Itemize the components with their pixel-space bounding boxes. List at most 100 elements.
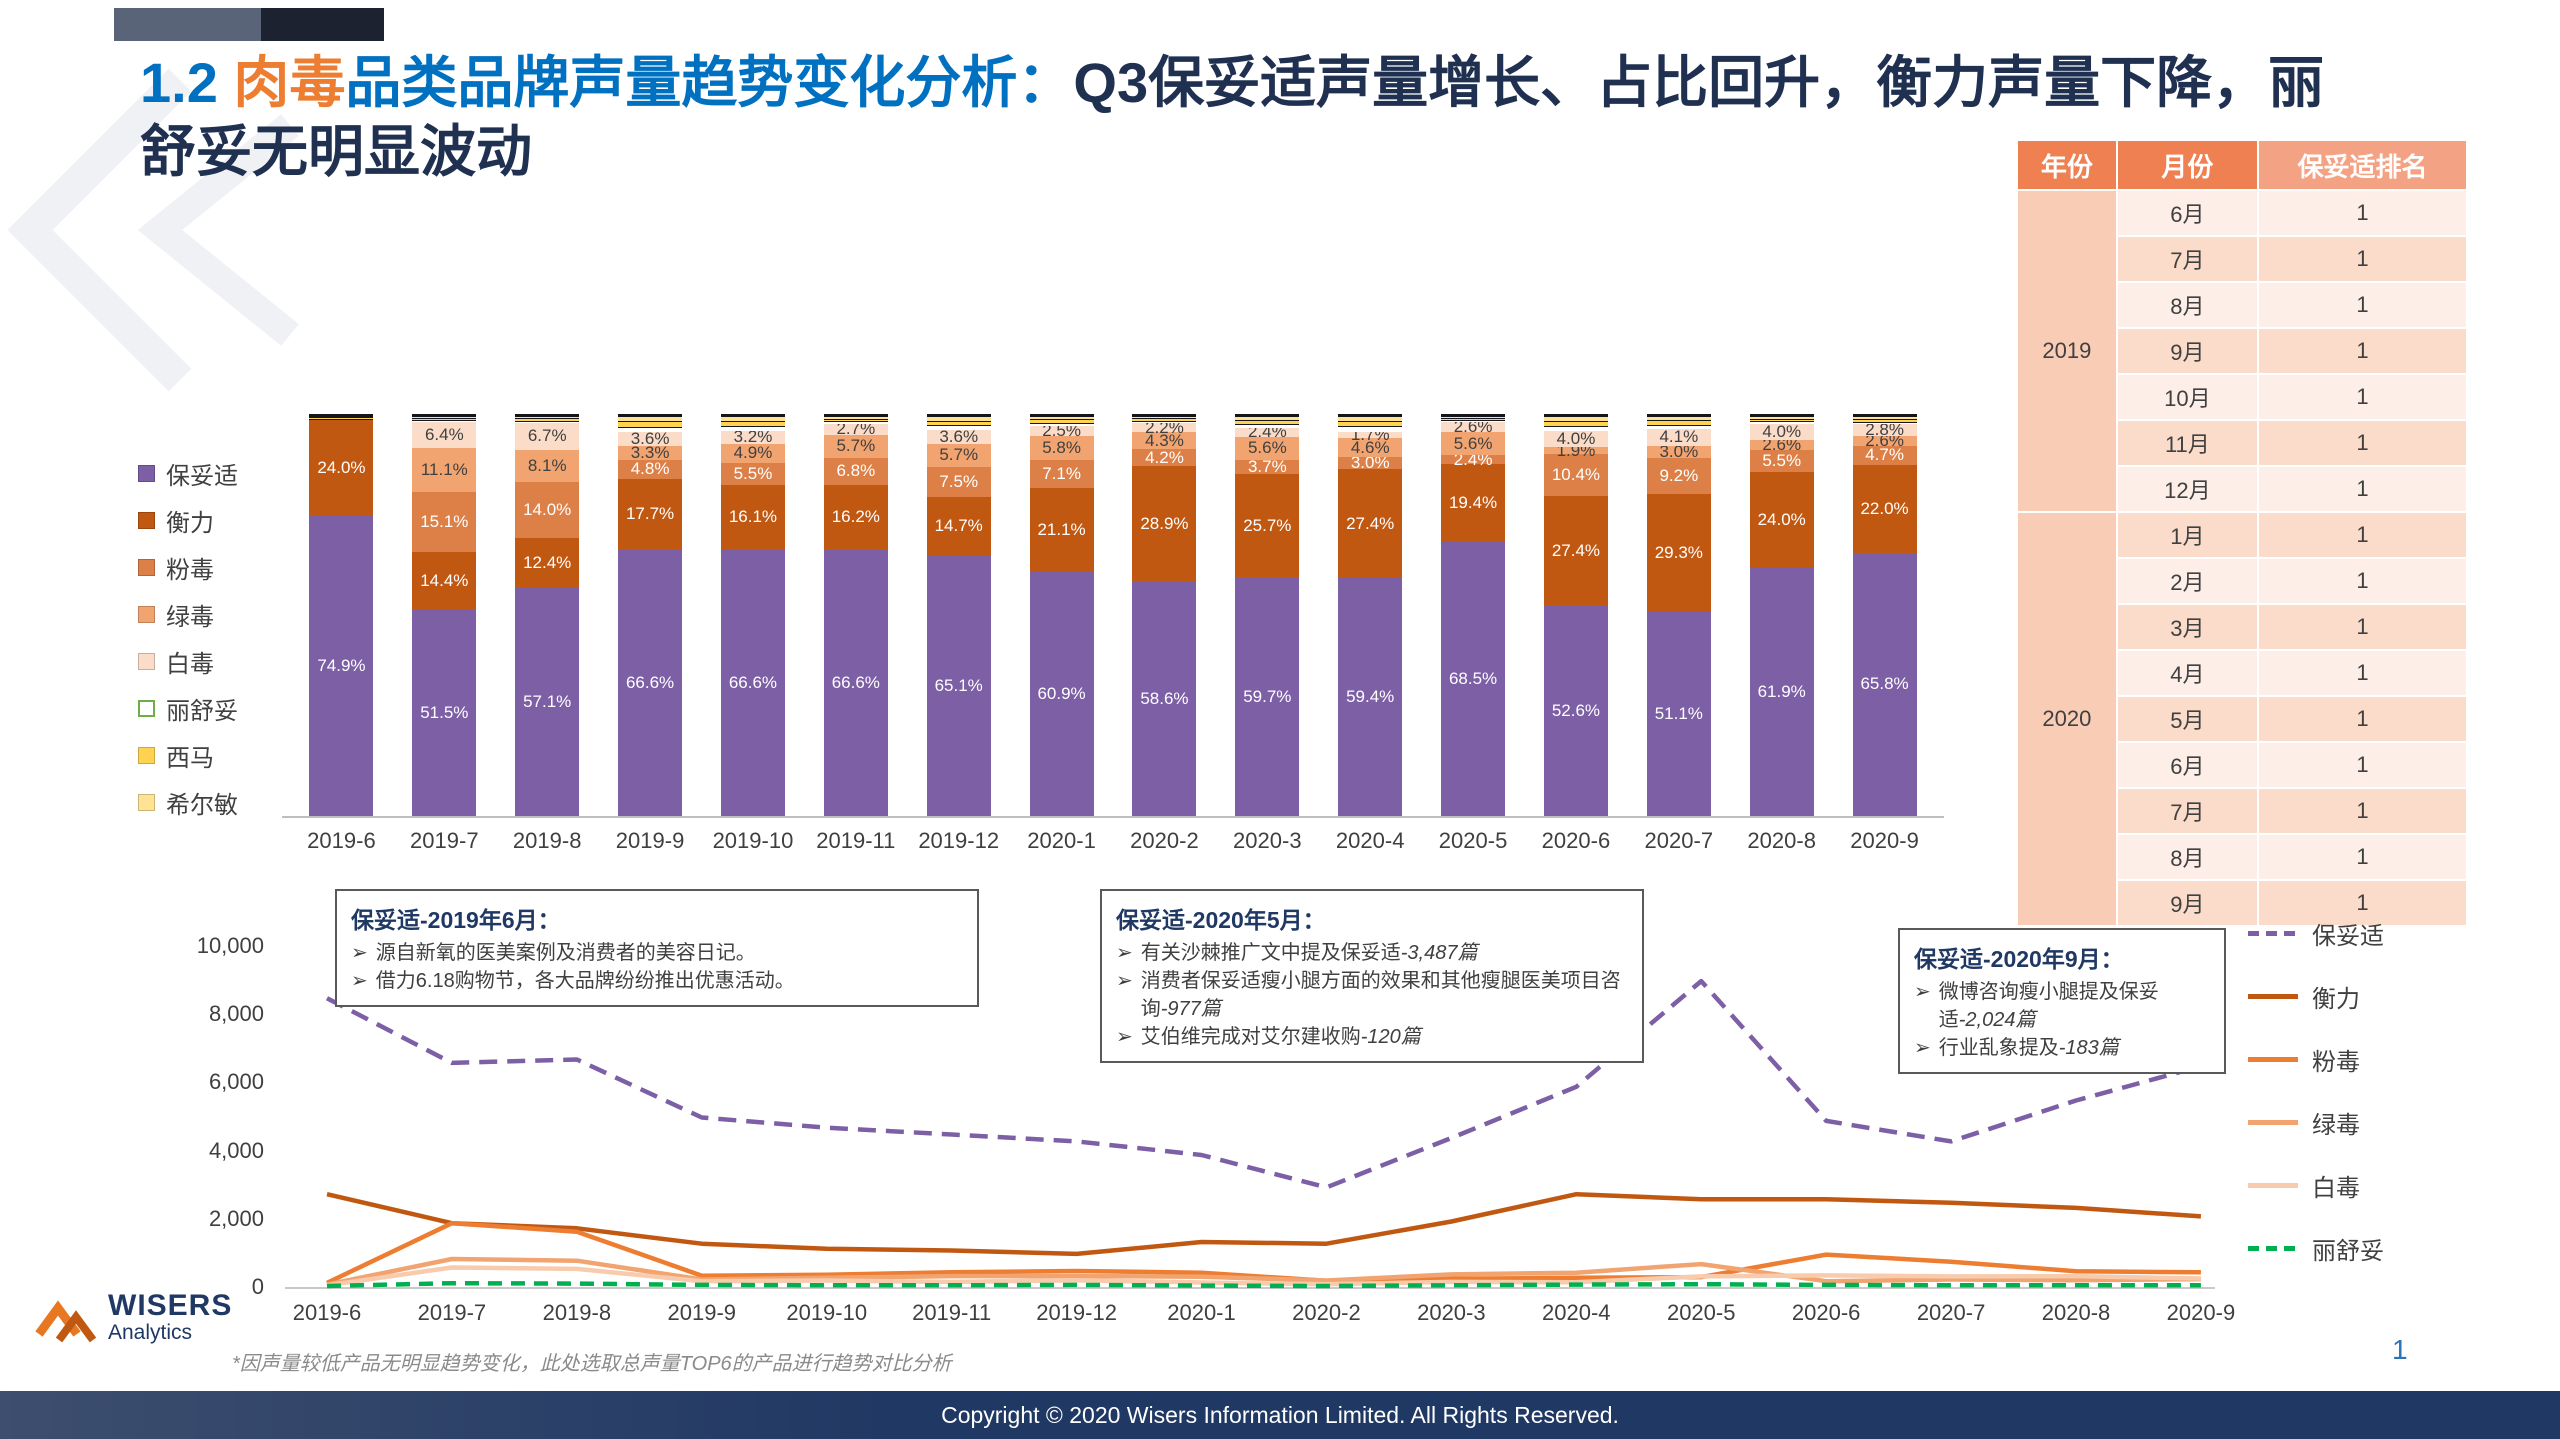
bar-value-label: 2.4% bbox=[1453, 449, 1493, 469]
note-text: 有关沙棘推广文中提及保妥适-3,487篇 bbox=[1140, 942, 1478, 964]
trend-line-2 bbox=[326, 1191, 2202, 1257]
bar-value-label: 21.1% bbox=[1037, 520, 1086, 540]
bar-value-label: 12.4% bbox=[523, 552, 572, 572]
bar-segment bbox=[412, 492, 477, 553]
bar-segment-small bbox=[720, 420, 785, 426]
bar-segment bbox=[618, 446, 683, 460]
table-cell-rank: 1 bbox=[2257, 695, 2468, 743]
table-row: 9月 1 bbox=[2017, 327, 2468, 375]
bar-segment bbox=[1029, 572, 1094, 816]
bar-segment bbox=[926, 466, 991, 497]
line-chart-legend: 保妥适 衡力 粉毒 绿毒 白毒 丽舒妥 bbox=[2248, 902, 2384, 1280]
bar-segment bbox=[1029, 426, 1094, 437]
note-bullet: ➢ 消费者保妥适瘦小腿方面的效果和其他瘦腿医美项目咨询-977篇 bbox=[1116, 967, 1628, 1023]
bar-segment-small bbox=[926, 416, 991, 421]
table-row: 4月 1 bbox=[2017, 649, 2468, 697]
y-axis-label: 10,000 bbox=[196, 933, 264, 958]
bullet-arrow-icon: ➢ bbox=[1116, 1026, 1133, 1048]
line-x-label: 2020-1 bbox=[1167, 1300, 1236, 1325]
bar-segment-small bbox=[823, 416, 888, 419]
bar-value-label: 10.4% bbox=[1551, 465, 1601, 485]
bar-value-label: 66.6% bbox=[728, 672, 778, 692]
bullet-arrow-icon: ➢ bbox=[1914, 981, 1931, 1003]
line-x-label: 2020-7 bbox=[1916, 1300, 1986, 1325]
bar-value-label: 3.0% bbox=[1659, 441, 1699, 461]
line-x-label: 2019-6 bbox=[292, 1300, 362, 1325]
note-text: 消费者保妥适瘦小腿方面的效果和其他瘦腿医美项目咨询-977篇 bbox=[1140, 970, 1621, 1020]
rank-table: 年份 月份 保妥适排名 2019 6月 1 7月 1 8月 1 9月 1 10月 1 11月 1 12月 1 202… bbox=[2016, 139, 2468, 927]
bar-segment bbox=[926, 496, 991, 556]
bar-segment bbox=[515, 538, 580, 588]
trend-line-3 bbox=[326, 1220, 2201, 1285]
table-cell-month: 9月 bbox=[2115, 327, 2260, 375]
bar-value-label: 4.1% bbox=[1659, 427, 1699, 447]
line-x-label: 2019-9 bbox=[667, 1300, 737, 1325]
bar-segment bbox=[1235, 427, 1300, 438]
bar-value-label: 5.7% bbox=[836, 436, 876, 456]
bar-segment bbox=[1749, 424, 1814, 440]
bar-value-label: 2.6% bbox=[1762, 435, 1802, 455]
bar-segment bbox=[618, 432, 683, 447]
bar-segment-small bbox=[1646, 420, 1711, 425]
bullet-arrow-icon: ➢ bbox=[1914, 1037, 1931, 1059]
table-cell-month: 7月 bbox=[2115, 787, 2260, 835]
trend-line-6 bbox=[326, 1280, 2201, 1289]
header-decoration-navy bbox=[261, 8, 384, 41]
bar-segment bbox=[1235, 577, 1300, 816]
table-cell-rank: 1 bbox=[2257, 419, 2468, 467]
bar-cap bbox=[1029, 413, 1094, 416]
table-cell-month: 6月 bbox=[2115, 741, 2260, 789]
bar-segment bbox=[1646, 429, 1711, 446]
bar-segment bbox=[1543, 605, 1608, 816]
bar-x-label: 2020-8 bbox=[1747, 828, 1816, 853]
bar-value-label: 2.4% bbox=[1247, 422, 1287, 442]
bar-value-label: 3.0% bbox=[1350, 452, 1390, 472]
bar-segment-small bbox=[1338, 426, 1403, 432]
bar-segment bbox=[1441, 542, 1506, 816]
bar-x-label: 2020-9 bbox=[1850, 828, 1919, 853]
bar-segment bbox=[1852, 424, 1917, 436]
bar-segment-small bbox=[1646, 424, 1711, 430]
copyright-text: Copyright © 2020 Wisers Information Limi… bbox=[941, 1401, 1619, 1428]
bar-x-label: 2020-4 bbox=[1335, 828, 1405, 853]
trend-line-4 bbox=[326, 1256, 2201, 1287]
note-bullet: ➢ 源自新氧的医美案例及消费者的美容日记。 bbox=[351, 939, 963, 967]
bar-segment bbox=[720, 443, 785, 464]
legend-label: 保妥适 bbox=[166, 463, 238, 490]
bar-segment bbox=[1441, 464, 1506, 542]
note-stat: -183篇 bbox=[2058, 1037, 2119, 1059]
bar-value-label: 66.6% bbox=[831, 672, 880, 692]
line-x-label: 2020-3 bbox=[1417, 1300, 1486, 1325]
bar-value-label: 5.7% bbox=[939, 445, 979, 465]
bar-segment bbox=[1441, 422, 1506, 433]
footer-bar: Copyright © 2020 Wisers Information Limi… bbox=[0, 1391, 2560, 1439]
title-category: 肉毒 bbox=[233, 51, 346, 114]
table-cell-rank: 1 bbox=[2257, 787, 2468, 835]
legend-label: 丽舒妥 bbox=[166, 698, 238, 725]
header-decoration-gray bbox=[114, 8, 261, 41]
legend-line-sample bbox=[2248, 994, 2298, 999]
bar-segment-small bbox=[720, 416, 785, 421]
note-title: 保妥适-2020年5月： bbox=[1116, 907, 1326, 933]
table-row: 10月 1 bbox=[2017, 373, 2468, 421]
wisers-logo: WISERS Analytics bbox=[34, 1290, 232, 1344]
bar-value-label: 3.6% bbox=[939, 426, 979, 446]
bar-segment bbox=[1132, 581, 1197, 816]
bar-value-label: 5.5% bbox=[733, 464, 773, 484]
legend-swatch bbox=[138, 512, 155, 529]
bar-value-label: 22.0% bbox=[1860, 498, 1909, 518]
table-cell-rank: 1 bbox=[2257, 465, 2468, 513]
bar-value-label: 65.1% bbox=[934, 675, 983, 695]
bar-segment-small bbox=[515, 416, 580, 419]
logo-name: WISERS bbox=[108, 1289, 233, 1323]
bar-segment bbox=[1132, 449, 1197, 466]
bar-value-label: 6.7% bbox=[527, 426, 567, 446]
bar-segment-small bbox=[618, 426, 683, 432]
bar-value-label: 3.3% bbox=[630, 443, 670, 462]
bar-segment-small bbox=[618, 421, 683, 427]
table-cell-rank: 1 bbox=[2257, 649, 2468, 697]
title-main-text: Q3保妥适声量增长、占比回升，衡力声量下降，丽舒妥无明显波动 bbox=[140, 51, 2325, 184]
bar-x-label: 2020-7 bbox=[1644, 828, 1714, 853]
bar-value-label: 2.5% bbox=[1042, 421, 1081, 441]
bar-segment-small bbox=[1235, 419, 1300, 424]
